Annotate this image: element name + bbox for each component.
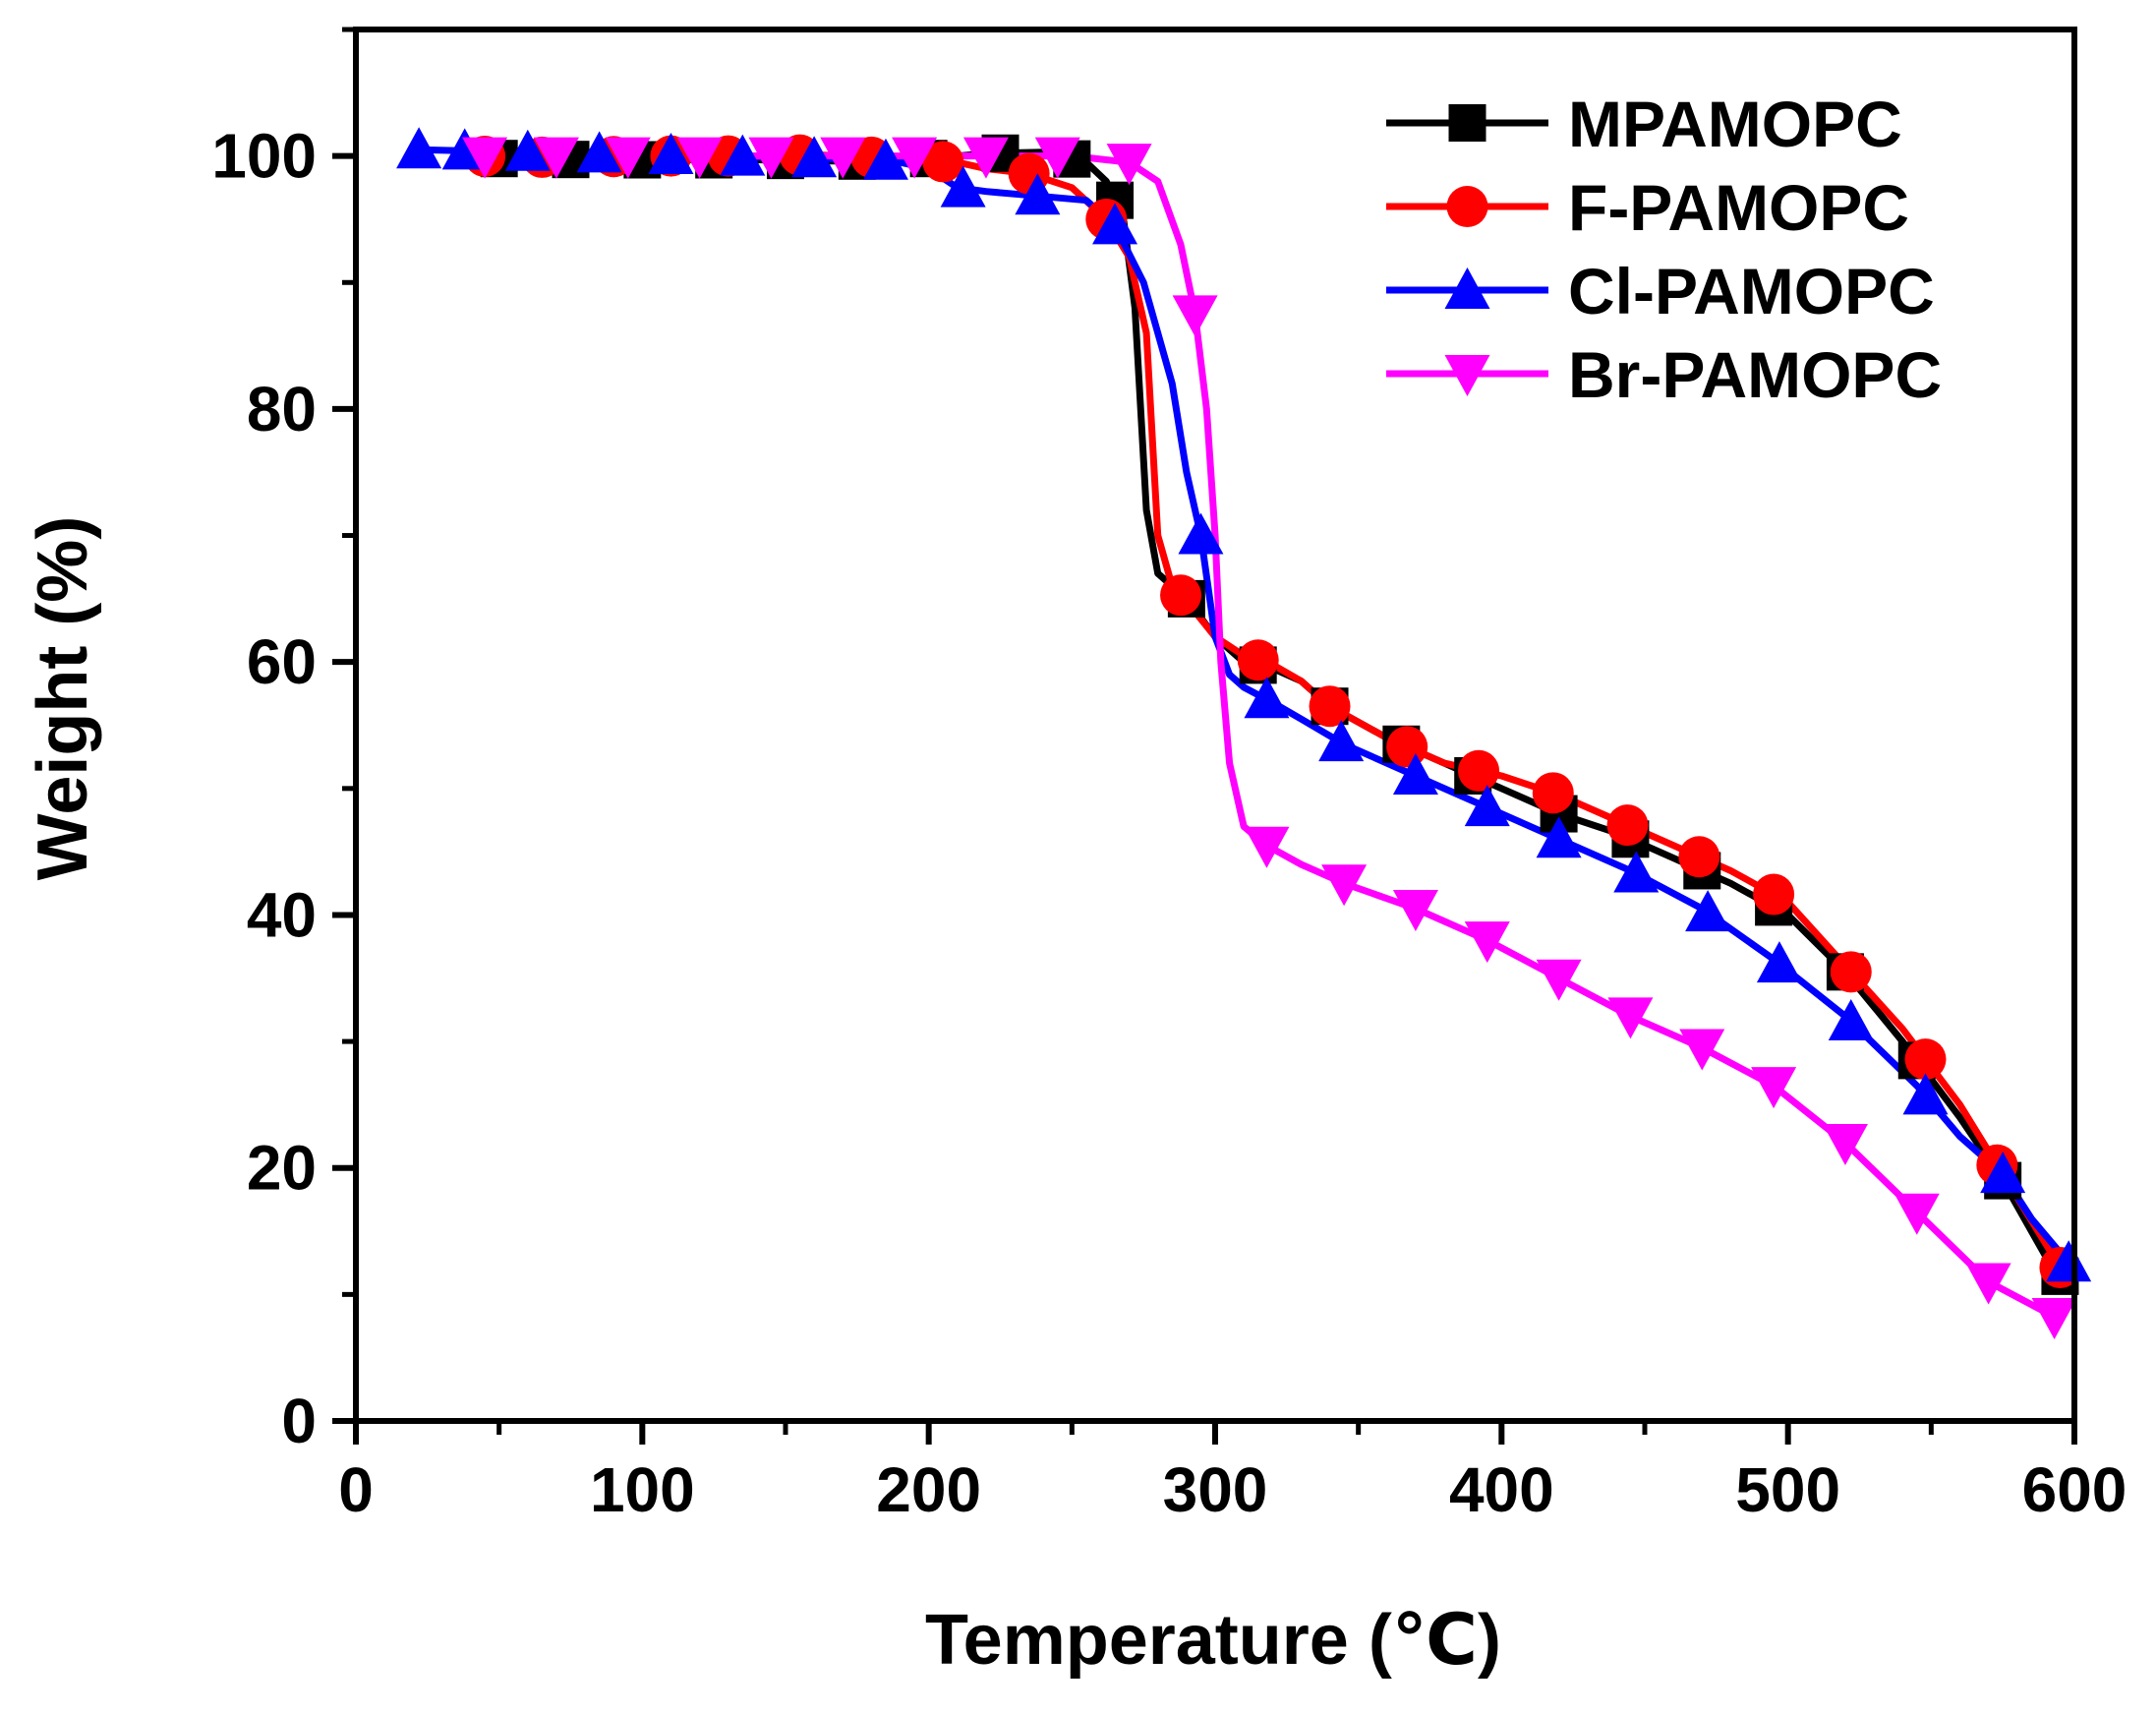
x-tick-label: 300 (1163, 1454, 1268, 1525)
data-point-cl-pamopc (1756, 941, 1802, 983)
data-point-br-pamopc (1536, 959, 1582, 1001)
data-point-cl-pamopc (1178, 512, 1224, 555)
x-tick-label: 600 (2022, 1454, 2127, 1525)
data-point-f-pamopc (1237, 639, 1279, 681)
data-point-cl-pamopc (791, 136, 838, 178)
x-tick-label: 400 (1449, 1454, 1554, 1525)
data-point-f-pamopc (1830, 951, 1872, 993)
data-point-cl-pamopc (1392, 752, 1438, 795)
data-point-cl-pamopc (504, 129, 551, 171)
data-point-br-pamopc (1034, 137, 1080, 179)
data-point-cl-pamopc (396, 127, 442, 169)
data-point-br-pamopc (1244, 826, 1290, 868)
x-tick-label: 500 (1735, 1454, 1840, 1525)
y-axis-label: Weight (%) (24, 516, 102, 881)
data-point-cl-pamopc (1244, 677, 1290, 719)
legend-marker-br-pamopc (1444, 355, 1490, 396)
data-point-cl-pamopc (1685, 890, 1731, 932)
data-point-f-pamopc (1309, 685, 1351, 728)
x-tick-label: 0 (338, 1454, 374, 1525)
data-point-cl-pamopc (576, 131, 622, 173)
data-point-br-pamopc (1679, 1029, 1725, 1071)
data-point-br-pamopc (605, 137, 651, 179)
data-point-br-pamopc (1392, 890, 1438, 932)
x-tick-label: 200 (876, 1454, 981, 1525)
data-point-cl-pamopc (1464, 785, 1510, 827)
data-point-f-pamopc (1532, 772, 1574, 814)
data-point-br-pamopc (1894, 1193, 1940, 1235)
data-point-cl-pamopc (1536, 816, 1582, 858)
data-point-cl-pamopc (648, 132, 694, 174)
data-point-cl-pamopc (1092, 203, 1138, 245)
data-point-br-pamopc (1822, 1124, 1868, 1165)
legend-label-cl-pamopc: Cl-PAMOPC (1568, 255, 1935, 327)
series-line-br-pamopc (481, 152, 2064, 1324)
legend-label-mpamopc: MPAMOPC (1568, 88, 1902, 160)
marker-layer (396, 127, 2092, 1340)
data-point-cl-pamopc (1980, 1152, 2026, 1194)
y-tick-label: 80 (247, 374, 317, 444)
data-point-f-pamopc (1753, 873, 1795, 916)
data-point-f-pamopc (1678, 836, 1720, 878)
data-point-f-pamopc (1160, 574, 1202, 617)
x-axis-label: Temperature (℃) (925, 1601, 1501, 1680)
data-point-f-pamopc (1458, 749, 1500, 792)
legend-label-br-pamopc: Br-PAMOPC (1568, 338, 1942, 411)
data-point-br-pamopc (1965, 1263, 2011, 1305)
data-point-cl-pamopc (940, 165, 986, 207)
data-point-br-pamopc (462, 137, 508, 179)
data-point-cl-pamopc (1613, 851, 1660, 893)
data-point-br-pamopc (962, 137, 1009, 179)
data-point-br-pamopc (1751, 1067, 1797, 1109)
data-point-br-pamopc (892, 137, 938, 179)
data-point-cl-pamopc (1828, 999, 1874, 1041)
data-point-br-pamopc (1464, 921, 1510, 964)
legend-label-f-pamopc: F-PAMOPC (1568, 171, 1909, 244)
data-point-br-pamopc (820, 137, 866, 179)
legend-marker-mpamopc (1448, 104, 1486, 142)
data-point-br-pamopc (676, 137, 723, 179)
data-point-f-pamopc (922, 141, 964, 183)
x-tick-label: 100 (590, 1454, 695, 1525)
data-point-cl-pamopc (862, 138, 908, 180)
y-tick-label: 40 (247, 879, 317, 950)
data-point-f-pamopc (1386, 726, 1428, 768)
data-point-br-pamopc (748, 137, 794, 179)
data-point-br-pamopc (533, 137, 579, 179)
y-tick-label: 20 (247, 1133, 317, 1204)
data-point-br-pamopc (2031, 1298, 2077, 1340)
legend-marker-f-pamopc (1446, 186, 1488, 227)
data-point-cl-pamopc (1902, 1073, 1949, 1115)
data-point-cl-pamopc (2046, 1240, 2092, 1282)
data-point-br-pamopc (1607, 997, 1654, 1039)
data-point-cl-pamopc (1318, 720, 1365, 762)
data-point-br-pamopc (1321, 864, 1368, 907)
data-point-f-pamopc (1904, 1038, 1947, 1081)
legend-marker-cl-pamopc (1444, 267, 1490, 309)
legend: MPAMOPC F-PAMOPC Cl-PAMOPC Br-PAMOPC (1386, 88, 1942, 411)
data-point-f-pamopc (1606, 804, 1649, 847)
data-point-br-pamopc (1106, 144, 1152, 186)
data-point-cl-pamopc (1015, 173, 1061, 215)
data-point-br-pamopc (1172, 295, 1218, 337)
y-tick-label: 0 (281, 1386, 317, 1456)
axes-layer: 0 100 200 300 400 500 600 0 20 40 60 80 100 (211, 27, 2127, 1525)
y-tick-label: 100 (211, 121, 317, 192)
data-point-cl-pamopc (720, 134, 766, 176)
y-tick-label: 60 (247, 626, 317, 697)
